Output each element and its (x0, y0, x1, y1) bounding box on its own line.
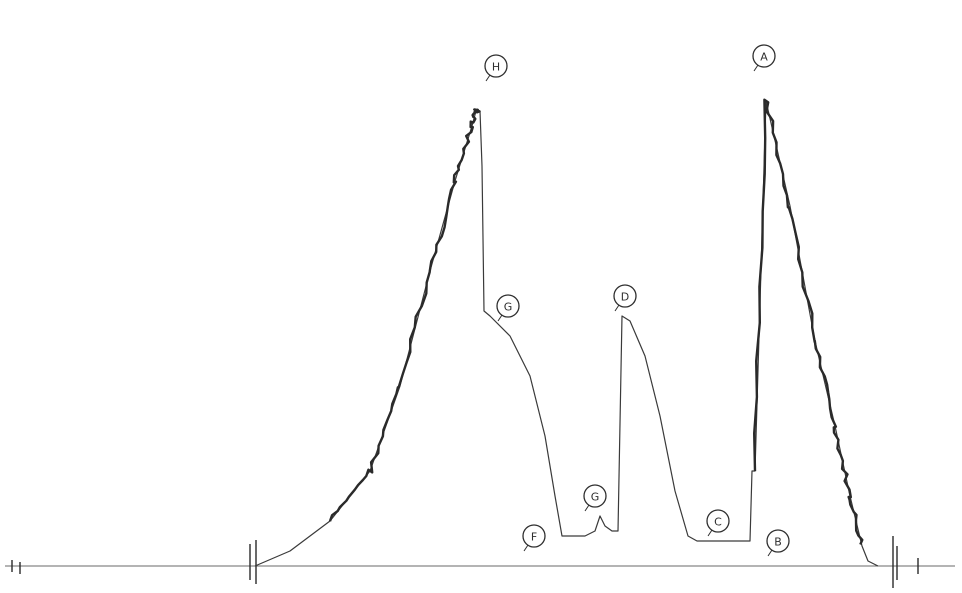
annotation-circle (613, 284, 637, 308)
annotation-circle (496, 294, 520, 318)
annotation-label: G (504, 301, 513, 314)
annotation-circle (484, 54, 508, 78)
annotation-circle (752, 44, 776, 68)
annotation-d-2: D (613, 284, 637, 312)
annotation-a-7: A (752, 44, 776, 72)
trace-group (254, 98, 879, 567)
annotation-leader (497, 314, 503, 322)
annotation-leader (614, 304, 620, 312)
annotation-label: F (531, 531, 537, 544)
annotation-leader (523, 544, 529, 552)
annotation-leader (753, 64, 759, 72)
annotation-f-4: F (522, 524, 546, 552)
falling-flank-noise (753, 98, 864, 545)
annotation-leader (485, 74, 491, 82)
annotation-label: G (591, 491, 600, 504)
annotation-c-5: C (706, 509, 730, 537)
annotation-circle (583, 484, 607, 508)
annotation-circle (522, 524, 546, 548)
annotation-g-3: G (583, 484, 607, 512)
annotation-label: C (714, 516, 722, 529)
annotation-leader (707, 529, 713, 537)
annotation-circle (766, 529, 790, 553)
annotation-group: H G D G F C B A (484, 44, 790, 557)
annotation-leader (584, 504, 590, 512)
annotation-label: H (492, 61, 500, 74)
annotation-g-1: G (496, 294, 520, 322)
annotation-label: D (621, 291, 629, 304)
annotation-b-6: B (766, 529, 790, 557)
annotation-leader (767, 549, 773, 557)
annotation-label: B (774, 536, 782, 549)
rising-flank-noise (328, 108, 481, 522)
annotation-circle (706, 509, 730, 533)
annotation-label: A (760, 51, 768, 64)
baseline-group (5, 536, 955, 588)
annotation-h-0: H (484, 54, 508, 82)
